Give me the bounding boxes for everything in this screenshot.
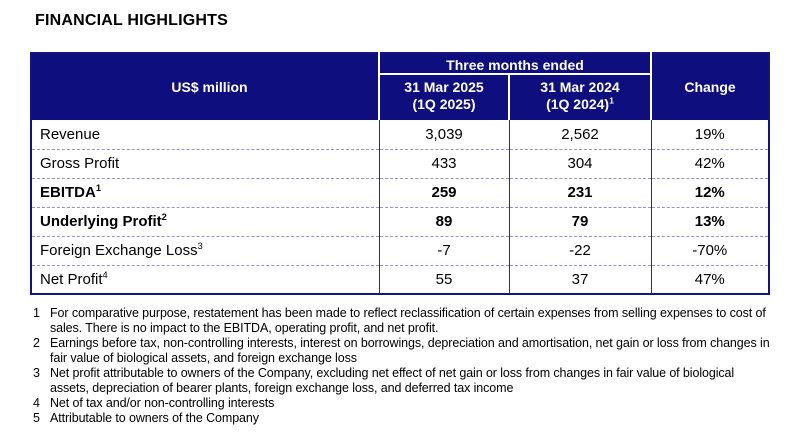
footnote-text: For comparative purpose, restatement has…	[50, 306, 766, 335]
footnote-ref: 2	[161, 212, 167, 222]
period-group-header: Three months ended	[379, 53, 652, 75]
footnote-text: Attributable to owners of the Company	[50, 411, 259, 425]
footnote-item: 4 Net of tax and/or non-controlling inte…	[30, 396, 772, 411]
footnote-ref: 3	[197, 241, 203, 251]
value-1q2025: 55	[378, 264, 509, 294]
row-label: Revenue	[31, 120, 379, 149]
footnote-number: 4	[33, 396, 40, 410]
value-1q2024: 37	[508, 264, 651, 294]
value-1q2025: 89	[378, 206, 509, 236]
footnote-item: 5 Attributable to owners of the Company	[30, 411, 772, 426]
row-label: Underlying Profit2	[31, 206, 379, 236]
row-label-text: Gross Profit	[40, 155, 120, 172]
footnote-item: 1 For comparative purpose, restatement h…	[30, 306, 772, 336]
footnote-number: 1	[33, 306, 40, 320]
value-1q2024: 79	[508, 206, 651, 236]
column-header-line1: 31 Mar 2025	[404, 79, 484, 95]
table-row: Revenue 3,039 2,562 19%	[31, 120, 769, 149]
column-header-line2: (1Q 2024)	[546, 96, 610, 112]
footnotes: 1 For comparative purpose, restatement h…	[30, 306, 772, 426]
row-label: Foreign Exchange Loss3	[31, 235, 379, 265]
page-title: FINANCIAL HIGHLIGHTS	[35, 12, 229, 29]
change-value: 13%	[650, 206, 769, 236]
footnote-number: 5	[33, 411, 40, 425]
footnote-text: Earnings before tax, non-controlling int…	[50, 336, 770, 365]
footnote-number: 3	[33, 366, 40, 380]
row-label-text: Foreign Exchange Loss	[40, 242, 198, 259]
row-label-text: EBITDA	[40, 184, 96, 201]
column-header-1q2025: 31 Mar 2025 (1Q 2025)	[379, 74, 510, 120]
value-1q2024: 231	[508, 177, 651, 207]
footnote-ref: 1	[609, 95, 614, 106]
table-row: Underlying Profit2 89 79 13%	[31, 206, 769, 236]
value-1q2025: 259	[378, 177, 509, 207]
table-row: EBITDA1 259 231 12%	[31, 177, 769, 207]
row-label-text: Underlying Profit	[40, 213, 162, 230]
financial-highlights-table: US$ million Three months ended Change 31…	[30, 52, 770, 295]
row-label: Gross Profit	[31, 148, 379, 178]
change-value: -70%	[650, 235, 769, 265]
row-label: EBITDA1	[31, 177, 379, 207]
footnote-text: Net profit attributable to owners of the…	[50, 366, 735, 395]
table-row: Foreign Exchange Loss3 -7 -22 -70%	[31, 235, 769, 265]
footnote-ref: 4	[102, 269, 108, 280]
value-1q2025: -7	[378, 235, 509, 265]
unit-label-header: US$ million	[31, 53, 380, 120]
change-value: 12%	[650, 177, 769, 207]
value-1q2024: 304	[508, 148, 651, 178]
table-row: Gross Profit 433 304 42%	[31, 148, 769, 178]
table-body: Revenue 3,039 2,562 19% Gross Profit 433…	[31, 120, 769, 294]
change-value: 47%	[650, 264, 769, 294]
column-header-1q2024: 31 Mar 2024 (1Q 2024)1	[509, 74, 652, 120]
value-1q2025: 3,039	[378, 120, 509, 149]
column-header-line1: 31 Mar 2024	[540, 79, 620, 95]
row-label: Net Profit4	[31, 264, 379, 294]
row-label-text: Net Profit	[40, 270, 103, 288]
value-1q2024: 2,562	[508, 120, 651, 149]
change-value: 42%	[650, 148, 769, 178]
table-row: Net Profit4 55 37 47%	[31, 264, 769, 294]
footnote-item: 3 Net profit attributable to owners of t…	[30, 366, 772, 396]
change-column-header: Change	[650, 53, 769, 120]
footnote-ref: 1	[95, 183, 102, 193]
footnote-text: Net of tax and/or non-controlling intere…	[50, 396, 275, 410]
footnote-item: 2 Earnings before tax, non-controlling i…	[30, 336, 772, 366]
value-1q2025: 433	[378, 148, 509, 178]
column-header-line2: (1Q 2025)	[412, 96, 476, 112]
value-1q2024: -22	[508, 235, 651, 265]
row-label-text: Revenue	[40, 125, 101, 143]
change-value: 19%	[650, 120, 769, 149]
table-header: US$ million Three months ended Change 31…	[31, 53, 769, 120]
footnote-number: 2	[33, 336, 40, 350]
